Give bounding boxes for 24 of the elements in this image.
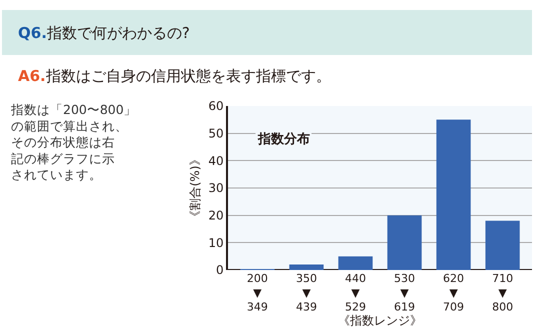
y-tick-label: 30 [208,181,224,196]
bar [436,120,471,270]
text: Q6.指数で何がわかるの? [18,24,190,42]
annotation: 指数分布 [257,132,310,147]
y-axis-title: 《割合(%)》 [188,154,202,222]
x-tick-label: 530 ▼ 619 [394,272,416,314]
bar [485,220,520,270]
y-tick-label: 10 [208,236,224,250]
y-tick-label: 60 [208,99,224,114]
x-tick-label: 200 ▼ 349 [246,272,268,314]
x-tick-label: 710 ▼ 800 [492,272,514,314]
text: 指数は「200〜800」の範囲で算出され、その分布状態は右記の棒グラフに示されています。 [10,102,137,182]
bar [289,264,324,270]
y-tick-label: 20 [208,208,224,223]
x-tick-label: 620 ▼ 709 [443,272,464,314]
y-tick-label: 0 [216,263,224,278]
x-tick-label: 350 ▼ 439 [296,272,317,314]
y-tick-label: 40 [208,154,224,168]
x-axis-title: 《指数レンジ》 [338,314,422,328]
x-tick-label: 440 ▼ 529 [344,272,366,314]
chart-subtitle: A6.指数はご自身の信用状態を表す指標です。 [18,67,331,85]
y-tick-label: 50 [208,126,224,141]
bar [387,215,422,270]
bar [338,256,373,270]
